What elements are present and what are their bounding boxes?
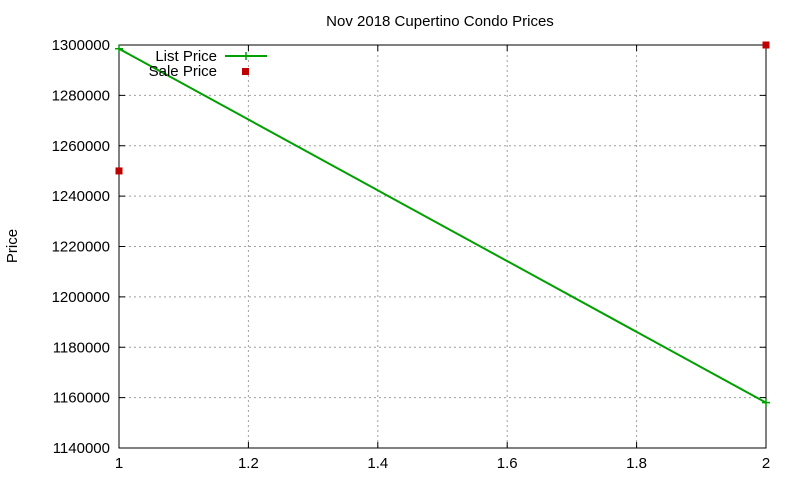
list-price-line [118,47,767,404]
legend-square-marker-icon [242,68,249,75]
y-axis-ticks: 1140000 1160000 1180000 1200000 1220000 12400… [52,37,766,457]
y-tick-label: 1200000 [52,289,110,306]
plus-marker-icon [115,44,123,53]
legend-sale-price: Sale Price [149,63,217,80]
y-tick-label: 1160000 [53,390,110,407]
grid-lines [119,45,766,448]
legend: List Price Sale Price [149,48,267,80]
y-tick-label: 1140000 [53,440,110,457]
legend-list-price: List Price [155,48,217,65]
y-tick-label: 1180000 [53,339,110,356]
sale-price-point [115,167,123,175]
y-tick-label: 1300000 [52,37,110,54]
x-tick-label: 1.4 [367,455,388,472]
x-tick-label: 2 [762,455,770,472]
chart-title: Nov 2018 Cupertino Condo Prices [326,13,554,30]
y-tick-label: 1220000 [52,239,110,256]
y-tick-label: 1260000 [52,138,110,155]
plot-border [118,44,767,449]
sale-price-point [762,41,770,49]
x-tick-label: 1.8 [626,455,647,472]
y-tick-label: 1240000 [52,188,110,205]
legend-plus-marker-icon [242,52,250,60]
x-tick-label: 1.6 [497,455,518,472]
x-tick-label: 1 [115,455,123,472]
y-axis-label: Price [4,229,21,263]
y-tick-label: 1280000 [52,87,110,104]
x-axis-ticks: 1 1.2 1.4 1.6 1.8 2 [115,45,770,472]
plus-marker-icon [762,398,770,407]
x-tick-label: 1.2 [238,455,259,472]
series [115,41,770,407]
